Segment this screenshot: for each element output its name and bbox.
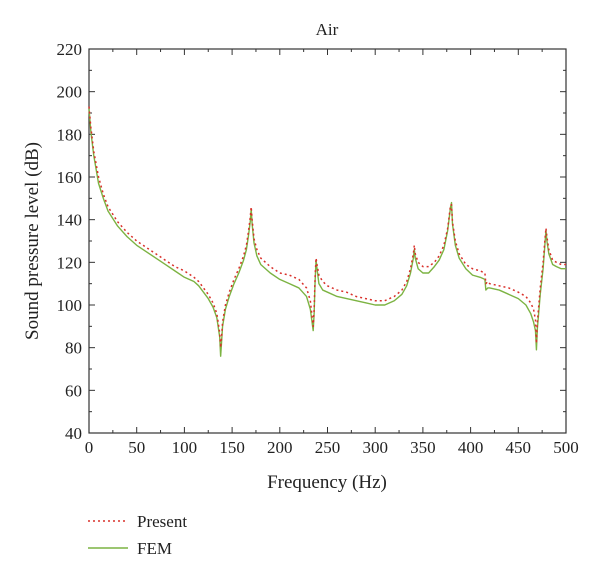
x-tick-label: 150 (219, 438, 245, 457)
x-tick-label: 300 (362, 438, 388, 457)
series-line-present (88, 106, 566, 349)
x-tick-label: 500 (553, 438, 579, 457)
x-tick-label: 200 (267, 438, 293, 457)
y-tick-label: 40 (65, 424, 82, 443)
y-tick-label: 140 (57, 211, 83, 230)
x-tick-label: 100 (172, 438, 198, 457)
series-line-fem (88, 108, 566, 357)
series-group (88, 106, 566, 357)
ticks-group: 0 50 100 150 200 250 300 350 400 450 500 40 60 80 100 1… (57, 40, 579, 457)
legend: Present FEM (88, 512, 187, 558)
legend-label-fem: FEM (137, 539, 172, 558)
plot-frame (88, 48, 567, 434)
x-tick-label: 50 (128, 438, 145, 457)
y-tick-label: 220 (57, 40, 83, 59)
y-tick-label: 180 (57, 125, 83, 144)
legend-label-present: Present (137, 512, 187, 531)
x-axis-title: Frequency (Hz) (267, 472, 387, 493)
x-tick-label: 250 (315, 438, 341, 457)
x-tick-label: 400 (458, 438, 484, 457)
y-tick-label: 80 (65, 339, 82, 358)
y-tick-label: 200 (57, 83, 83, 102)
y-tick-label: 60 (65, 381, 82, 400)
y-tick-label: 120 (57, 253, 83, 272)
chart-title: Air (316, 20, 339, 39)
plot-frame-group (88, 48, 567, 434)
x-tick-label: 450 (506, 438, 532, 457)
x-tick-label: 0 (85, 438, 94, 457)
y-tick-label: 100 (57, 296, 83, 315)
x-tick-label: 350 (410, 438, 436, 457)
y-tick-label: 160 (57, 168, 83, 187)
y-axis-title: Sound pressure level (dB) (22, 142, 43, 340)
